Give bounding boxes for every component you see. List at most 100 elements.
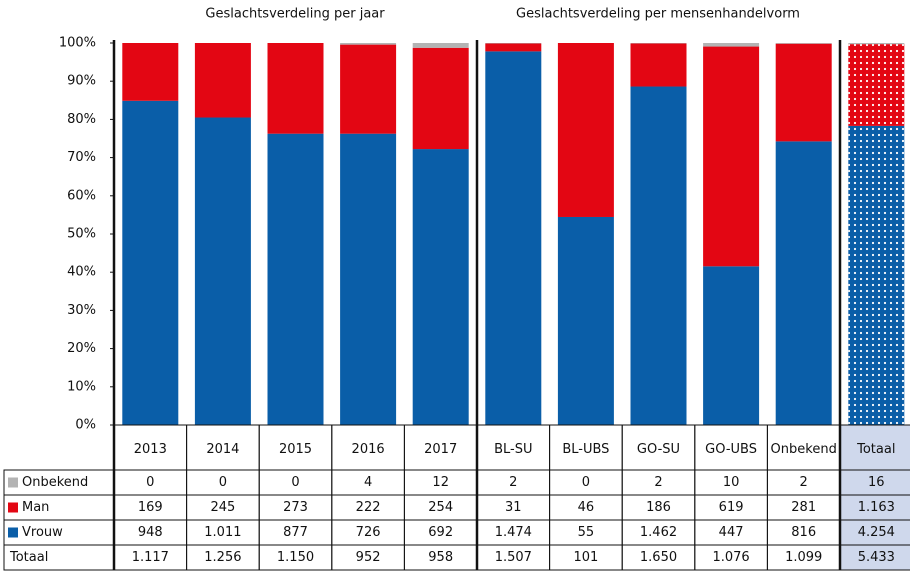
bar-segment <box>557 43 614 217</box>
table-value: 0 <box>582 475 590 490</box>
x-tick-label: BL-SU <box>494 442 532 457</box>
legend-swatch <box>8 477 18 488</box>
total-column-bg <box>840 425 910 570</box>
table-cell <box>3 494 115 521</box>
bar-segment <box>630 43 687 87</box>
table-value: 2 <box>509 475 517 490</box>
bar-segment <box>340 43 397 45</box>
table-value: 0 <box>219 475 227 490</box>
table-value: 1.011 <box>204 525 241 540</box>
table-value: 10 <box>723 475 740 490</box>
bar-segment <box>775 141 832 425</box>
table-value: 1.650 <box>640 550 677 565</box>
y-tick-label: 30% <box>67 303 96 318</box>
table-value: 4 <box>364 475 372 490</box>
table-value: 101 <box>573 550 598 565</box>
bar-segment <box>267 43 324 134</box>
table-value: 0 <box>146 475 154 490</box>
table-value: 273 <box>283 500 308 515</box>
table-value: 5.433 <box>858 550 895 565</box>
table-value: 1.163 <box>858 500 895 515</box>
table-value: 0 <box>291 475 299 490</box>
legend-label: Onbekend <box>22 475 88 490</box>
x-tick-label: GO-UBS <box>705 442 757 457</box>
y-tick-label: 20% <box>67 341 96 356</box>
x-tick-label: Onbekend <box>771 442 837 457</box>
y-tick-label: 0% <box>75 418 96 433</box>
table-value: 1.462 <box>640 525 677 540</box>
legend-label: Man <box>22 500 49 515</box>
x-tick-label: 2014 <box>206 442 239 457</box>
x-tick-label: 2015 <box>279 442 312 457</box>
bar-segment <box>703 266 760 425</box>
table-value: 281 <box>791 500 816 515</box>
bar-segment <box>122 100 179 425</box>
legend-label: Vrouw <box>22 525 63 540</box>
x-tick-label: 2016 <box>352 442 385 457</box>
bar-segment <box>267 133 324 425</box>
bar-segment <box>194 117 251 425</box>
bar-pattern <box>848 44 905 126</box>
table-value: 1.150 <box>277 550 314 565</box>
table-value: 2 <box>800 475 808 490</box>
bar-segment <box>775 43 832 142</box>
table-value: 186 <box>646 500 671 515</box>
table-value: 952 <box>356 550 381 565</box>
table-value: 619 <box>719 500 744 515</box>
table-value: 447 <box>719 525 744 540</box>
table-value: 1.507 <box>495 550 532 565</box>
table-value: 55 <box>578 525 595 540</box>
table-value: 1.474 <box>495 525 532 540</box>
y-tick-label: 40% <box>67 265 96 280</box>
y-tick-label: 70% <box>67 150 96 165</box>
table-value: 1.117 <box>132 550 169 565</box>
table-value: 4.254 <box>858 525 895 540</box>
table-value: 726 <box>356 525 381 540</box>
bar-segment <box>340 133 397 425</box>
bar-segment <box>485 43 542 44</box>
y-tick-label: 90% <box>67 74 96 89</box>
panel-title: Geslachtsverdeling per jaar <box>205 7 385 22</box>
bar-segment <box>122 43 179 101</box>
bar-segment <box>485 43 542 52</box>
table-value: 222 <box>356 500 381 515</box>
x-tick-label: BL-UBS <box>562 442 609 457</box>
table-value: 169 <box>138 500 163 515</box>
bar-segment <box>485 51 542 426</box>
table-value: 12 <box>432 475 449 490</box>
table-value: 16 <box>868 475 885 490</box>
y-tick-label: 60% <box>67 188 96 203</box>
bar-segment <box>194 43 251 118</box>
x-tick-label: 2013 <box>134 442 167 457</box>
totals-label: Totaal <box>9 550 48 565</box>
table-value: 254 <box>428 500 453 515</box>
legend-swatch <box>8 527 18 538</box>
bar-segment <box>340 44 397 134</box>
bar-segment <box>703 43 760 47</box>
table-value: 46 <box>578 500 595 515</box>
bar-segment <box>557 216 614 425</box>
table-value: 948 <box>138 525 163 540</box>
bar-segment <box>775 43 832 44</box>
y-tick-label: 80% <box>67 112 96 127</box>
table-value: 2 <box>654 475 662 490</box>
panel-title: Geslachtsverdeling per mensenhandelvorm <box>516 7 800 22</box>
legend-swatch <box>8 502 18 513</box>
y-tick-label: 100% <box>59 36 96 51</box>
bar-segment <box>412 47 469 150</box>
table-value: 1.076 <box>712 550 749 565</box>
table-value: 245 <box>210 500 235 515</box>
table-value: 1.099 <box>785 550 822 565</box>
x-tick-label: GO-SU <box>637 442 680 457</box>
x-tick-label: Totaal <box>856 442 895 457</box>
x-tick-label: 2017 <box>424 442 457 457</box>
bar-segment <box>703 46 760 267</box>
y-tick-label: 50% <box>67 227 96 242</box>
table-value: 958 <box>428 550 453 565</box>
table-value: 31 <box>505 500 522 515</box>
table-value: 877 <box>283 525 308 540</box>
bar-pattern <box>848 43 905 45</box>
table-value: 1.256 <box>204 550 241 565</box>
bar-segment <box>412 149 469 425</box>
